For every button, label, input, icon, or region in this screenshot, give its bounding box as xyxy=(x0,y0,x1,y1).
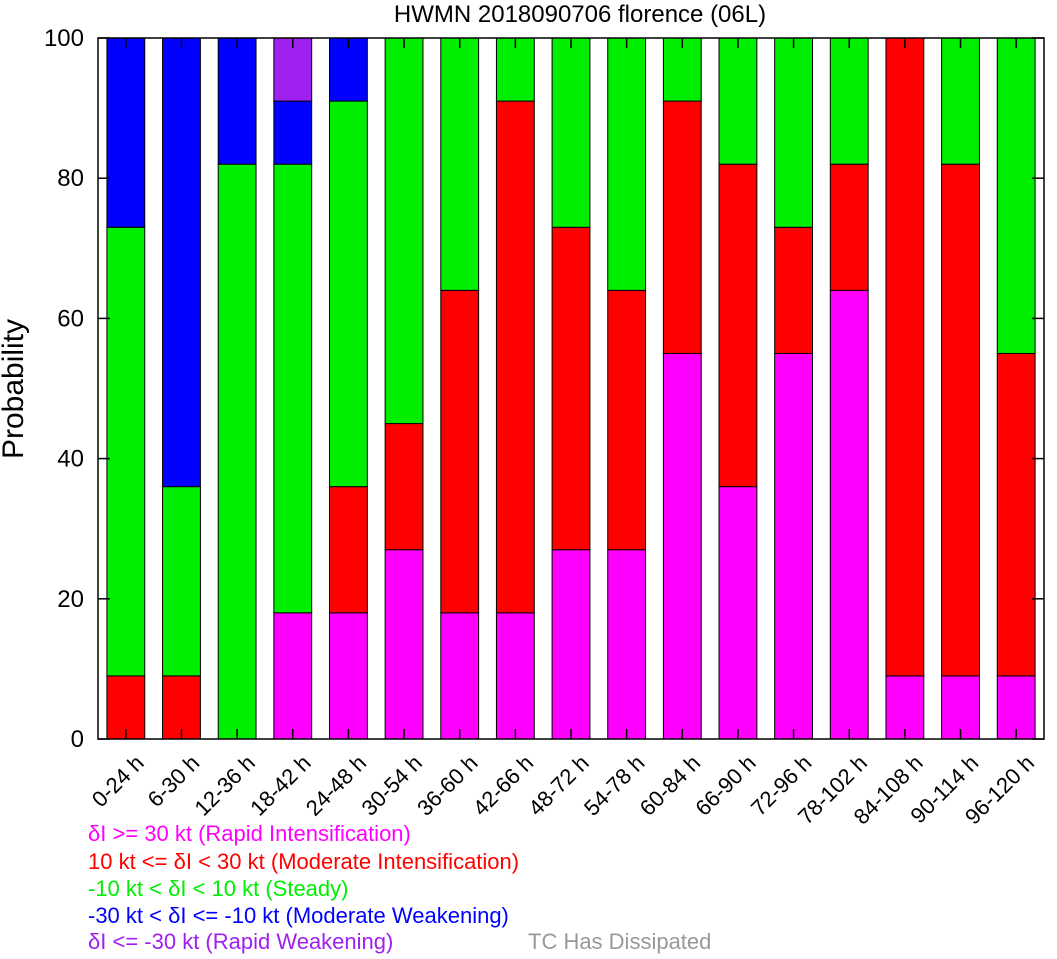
bar-segment xyxy=(829,289,869,740)
bar-segment xyxy=(495,100,535,614)
bar-segment xyxy=(217,163,257,740)
bar-segment xyxy=(384,37,424,425)
bar-segment xyxy=(162,486,201,677)
legend-delta-symbol: δ xyxy=(88,929,101,954)
bar-segment xyxy=(328,100,368,488)
bar-segment xyxy=(106,675,146,740)
bar-segment xyxy=(941,675,980,740)
bar-segment xyxy=(718,163,758,488)
x-tick-label: 18-42 h xyxy=(245,750,315,820)
y-tick-label: 0 xyxy=(71,726,84,753)
bar-segment xyxy=(996,37,1036,354)
legend-delta-symbol: δ xyxy=(168,876,181,901)
legend-prefix: 10 kt <= xyxy=(88,849,174,874)
x-tick-label: 36-60 h xyxy=(412,750,482,820)
bar-segment xyxy=(328,37,368,102)
legend-moderate-intensification: 10 kt <= δI < 30 kt (Moderate Intensific… xyxy=(88,849,519,875)
legend-dissipated: TC Has Dissipated xyxy=(528,929,711,955)
bar-segment xyxy=(718,486,758,740)
bar-segment xyxy=(662,352,702,740)
bar-segment xyxy=(774,37,814,228)
y-axis-label: Probability xyxy=(0,319,30,459)
bar-segment xyxy=(328,612,368,740)
legend-text: I >= 30 kt (Rapid Intensification) xyxy=(100,821,411,846)
bar-segment xyxy=(162,675,201,740)
x-tick-label: 42-66 h xyxy=(468,750,538,820)
bar-segment xyxy=(829,163,869,291)
bar-segment xyxy=(440,37,480,291)
bar-segment xyxy=(607,37,647,291)
bar-segment xyxy=(440,612,480,740)
legend-text: TC Has Dissipated xyxy=(528,929,712,954)
bar-segment xyxy=(829,37,869,165)
legend-steady: -10 kt < δI < 10 kt (Steady) xyxy=(88,876,348,902)
x-tick-label: 0-24 h xyxy=(87,750,149,812)
bar-segment xyxy=(273,612,313,740)
bar-segment xyxy=(662,37,702,102)
bar-segment xyxy=(106,226,146,677)
bar-segment xyxy=(774,352,814,740)
y-tick-label: 80 xyxy=(57,165,84,192)
x-tick-label: 54-78 h xyxy=(579,750,649,820)
bar-segment xyxy=(885,37,925,677)
bar-segment xyxy=(273,163,313,614)
y-tick-label: 100 xyxy=(44,25,84,52)
legend-text: I < 30 kt (Moderate Intensification) xyxy=(185,849,520,874)
legend-text: I < 10 kt (Steady) xyxy=(180,876,349,901)
x-tick-label: 66-90 h xyxy=(690,750,760,820)
bar-segment xyxy=(440,289,480,614)
bar-segment xyxy=(384,549,424,740)
bar-segment xyxy=(941,163,980,677)
bar-segment xyxy=(551,226,591,551)
legend-moderate-weakening: -30 kt < δI <= -10 kt (Moderate Weakenin… xyxy=(88,903,509,929)
y-tick-label: 20 xyxy=(57,586,84,613)
legend-prefix: -30 kt < xyxy=(88,903,169,928)
chart-title: HWMN 2018090706 florence (06L) xyxy=(394,1,766,28)
legend-rapid-intensification: δI >= 30 kt (Rapid Intensification) xyxy=(88,821,411,847)
bars-group xyxy=(106,37,1036,740)
x-tick-label: 48-72 h xyxy=(523,750,593,820)
y-tick-label: 40 xyxy=(57,446,84,473)
legend-text: I <= -30 kt (Rapid Weakening) xyxy=(100,929,394,954)
bar-segment xyxy=(273,100,313,165)
bar-segment xyxy=(551,37,591,228)
bar-segment xyxy=(162,37,201,488)
legend-delta-symbol: δ xyxy=(88,821,101,846)
bar-segment xyxy=(774,226,814,354)
bar-segment xyxy=(328,486,368,614)
bar-segment xyxy=(217,37,257,165)
bar-segment xyxy=(106,37,146,228)
bar-segment xyxy=(662,100,702,354)
bar-segment xyxy=(607,289,647,551)
y-tick-label: 60 xyxy=(57,305,84,332)
bar-segment xyxy=(718,37,758,165)
bar-segment xyxy=(607,549,647,740)
legend-delta-symbol: δ xyxy=(173,849,186,874)
bar-segment xyxy=(996,352,1036,677)
legend-delta-symbol: δ xyxy=(168,903,181,928)
legend-prefix: -10 kt < xyxy=(88,876,169,901)
x-tick-label: 30-54 h xyxy=(357,750,427,820)
bar-segment xyxy=(495,612,535,740)
bar-segment xyxy=(551,549,591,740)
legend-text: I <= -10 kt (Moderate Weakening) xyxy=(180,903,509,928)
legend-rapid-weakening: δI <= -30 kt (Rapid Weakening) xyxy=(88,929,393,955)
x-tick-label: 12-36 h xyxy=(190,750,260,820)
bar-segment xyxy=(495,37,535,102)
x-tick-label: 60-84 h xyxy=(635,750,705,820)
x-tick-label: 24-48 h xyxy=(301,750,371,820)
bar-segment xyxy=(941,37,980,165)
bar-segment xyxy=(384,423,424,551)
